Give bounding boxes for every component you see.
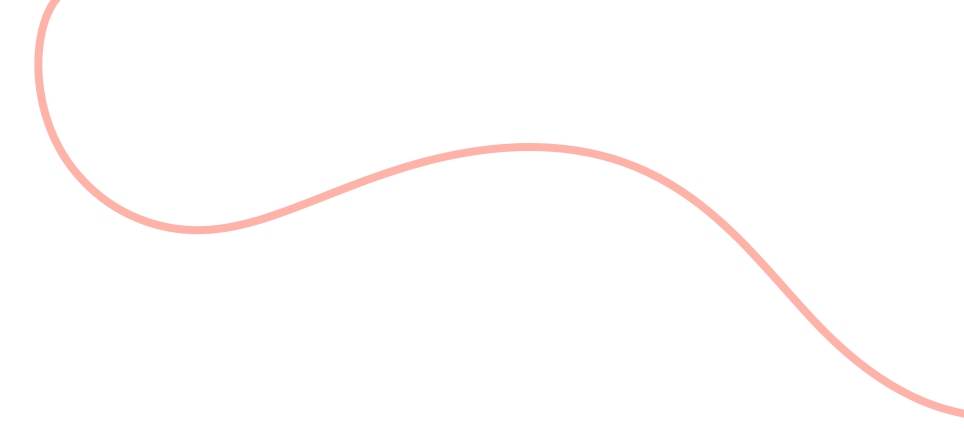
decorative-curve xyxy=(34,0,964,418)
